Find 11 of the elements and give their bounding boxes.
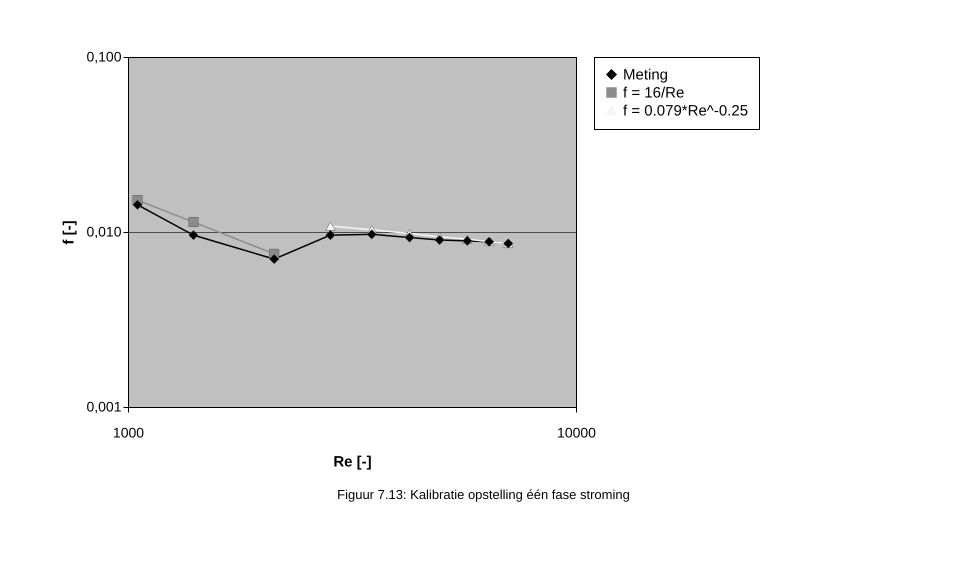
y-tick-label: 0,001 <box>86 398 122 414</box>
text: Figuur 7.13: Kalibratie opstelling één fase stroming <box>336 487 631 502</box>
x-axis-title: Re [-] <box>333 454 372 470</box>
legend-label: f = 16/Re <box>623 84 684 102</box>
legend-label: Meting <box>623 66 668 84</box>
x-tick-label: 10000 <box>557 424 596 440</box>
y-tick-label: 0,010 <box>86 224 122 240</box>
y-tick-label: 0,100 <box>86 48 122 64</box>
x-tick-label: 1000 <box>112 424 144 440</box>
legend-label: f = 0.079*Re^-0.25 <box>623 102 748 120</box>
y-axis-title: f [-] <box>60 220 78 245</box>
